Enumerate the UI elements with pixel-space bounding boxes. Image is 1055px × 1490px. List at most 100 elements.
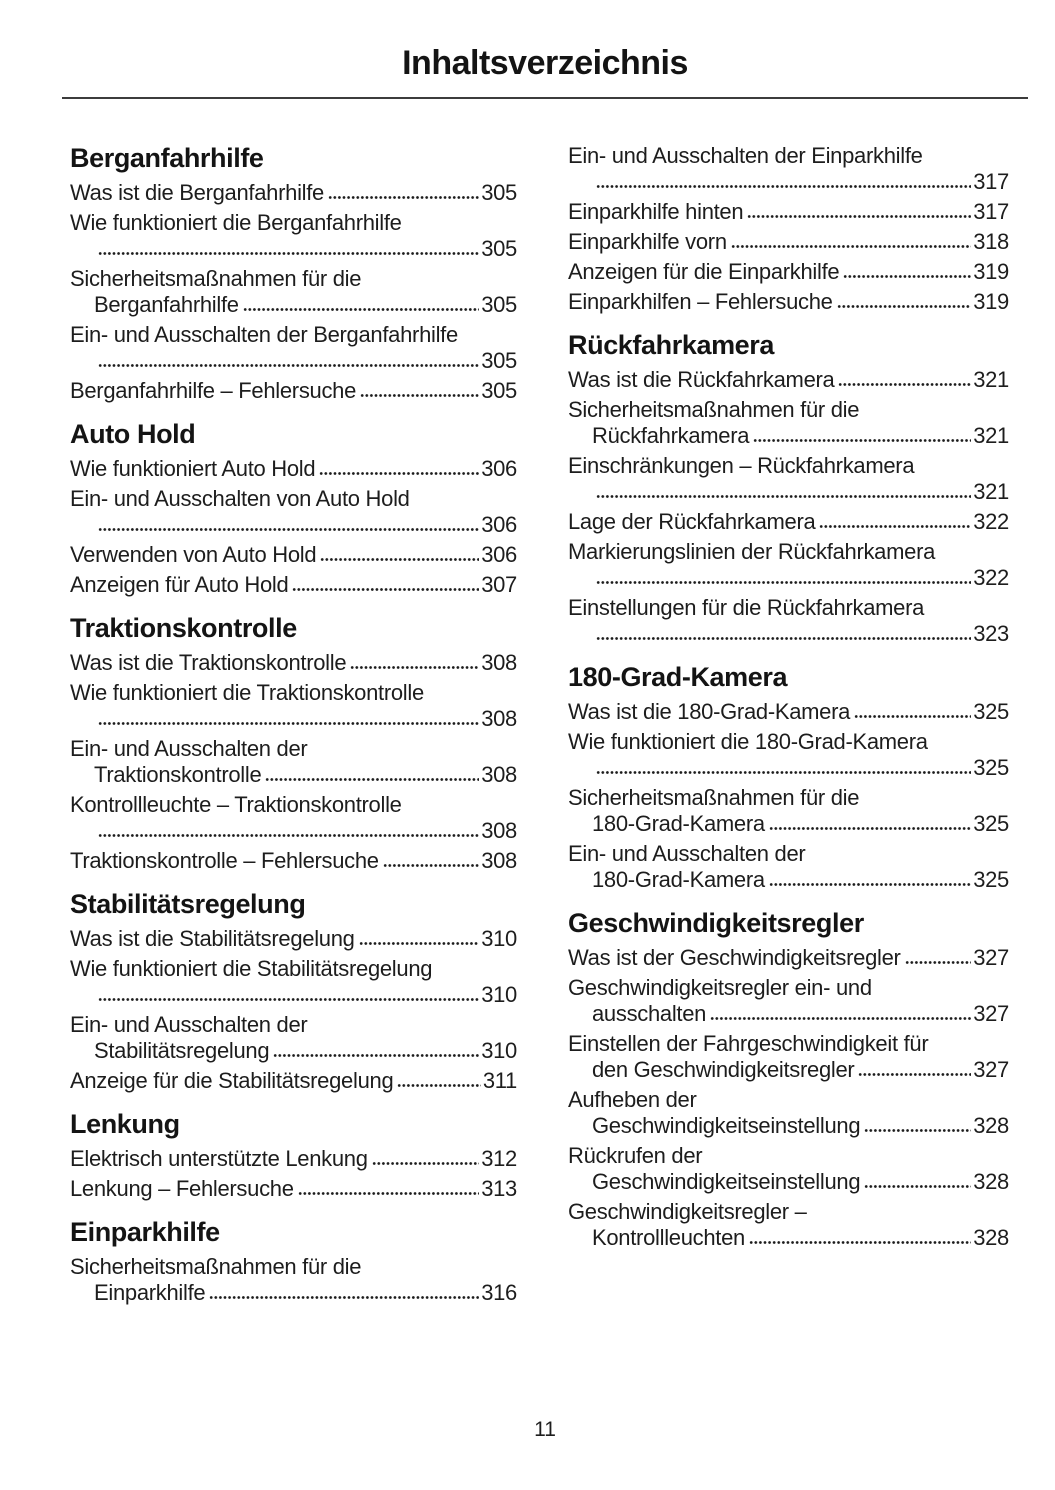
toc-entry: Wie funktioniert die Traktionskontrolle 3…: [70, 680, 517, 732]
page-ref: 322: [973, 565, 1009, 590]
toc-line: Ein- und Ausschalten von Auto Hold: [70, 486, 517, 512]
toc-line: Ein- und Ausschalten der: [568, 841, 1009, 867]
manual-toc-page: Inhaltsverzeichnis Berganfahrhilfe Was is…: [0, 42, 1055, 1441]
toc-section: Berganfahrhilfe Was ist die Berganfahrhil…: [70, 143, 517, 404]
dot-leader: [864, 1128, 972, 1133]
entry-text: Wie funktioniert die 180-Grad-Kamera: [568, 729, 928, 754]
entry-text: Einparkhilfe vorn: [568, 229, 727, 254]
toc-entry: Anzeigen für die Einparkhilfe 319: [568, 259, 1009, 285]
section-heading: Stabilitätsregelung: [70, 889, 306, 919]
entry-text: Berganfahrhilfe – Fehlersuche: [70, 378, 357, 403]
toc-section: Stabilitätsregelung Was ist die Stabilitä…: [70, 889, 517, 1094]
page-ref: 323: [973, 621, 1009, 646]
page-ref: 325: [973, 867, 1009, 892]
toc-entry: Sicherheitsmaßnahmen für die 180-Grad-Kam…: [568, 785, 1009, 837]
toc-line: Sicherheitsmaßnahmen für die: [70, 266, 517, 292]
toc-column-left: Berganfahrhilfe Was ist die Berganfahrhil…: [70, 143, 517, 1310]
entry-text: Einparkhilfe: [94, 1280, 206, 1305]
dot-leader: [854, 714, 972, 719]
entry-text: Wie funktioniert die Berganfahrhilfe: [70, 210, 402, 235]
dot-leader: [360, 393, 480, 398]
toc-section: Traktionskontrolle Was ist die Traktionsk…: [70, 613, 517, 874]
dot-leader: [596, 580, 972, 585]
entry-text: Berganfahrhilfe: [94, 292, 239, 317]
toc-line: Wie funktioniert die 180-Grad-Kamera: [568, 729, 1009, 755]
section-heading: 180-Grad-Kamera: [568, 662, 788, 692]
dot-leader: [596, 770, 972, 775]
toc-section: Einparkhilfe Sicherheitsmaßnahmen für die…: [70, 1217, 517, 1306]
toc-entry: Anzeige für die Stabilitätsregelung 311: [70, 1068, 517, 1094]
page-ref: 328: [973, 1225, 1009, 1250]
page-ref: 308: [481, 650, 517, 675]
toc-line: 308: [70, 818, 517, 844]
section-heading: Lenkung: [70, 1109, 180, 1139]
page-ref: 305: [481, 348, 517, 373]
toc-line: 305: [70, 236, 517, 262]
entry-text: Ein- und Ausschalten der Einparkhilfe: [568, 143, 923, 168]
entry-text: Was ist die Rückfahrkamera: [568, 367, 835, 392]
toc-line: Was ist die Rückfahrkamera 321: [568, 367, 1009, 393]
entry-text: Elektrisch unterstützte Lenkung: [70, 1146, 368, 1171]
toc-entry: Verwenden von Auto Hold 306: [70, 542, 517, 568]
entry-text: 180-Grad-Kamera: [592, 811, 765, 836]
dot-leader: [864, 1184, 972, 1189]
toc-entry: Einparkhilfe hinten 317: [568, 199, 1009, 225]
entry-text: Einstellungen für die Rückfahrkamera: [568, 595, 925, 620]
toc-line: Wie funktioniert Auto Hold 306: [70, 456, 517, 482]
dot-leader: [350, 665, 480, 670]
entry-text: Lenkung – Fehlersuche: [70, 1176, 294, 1201]
dot-leader: [320, 557, 480, 562]
page-ref: 305: [481, 236, 517, 261]
dot-leader: [904, 960, 972, 965]
toc-line: Verwenden von Auto Hold 306: [70, 542, 517, 568]
toc-line: Lenkung – Fehlersuche 313: [70, 1176, 517, 1202]
page-ref: 305: [481, 292, 517, 317]
entry-text: Anzeigen für die Einparkhilfe: [568, 259, 840, 284]
dot-leader: [292, 587, 480, 592]
section-heading: Rückfahrkamera: [568, 330, 775, 360]
toc-section: Lenkung Elektrisch unterstützte Lenkung 31…: [70, 1109, 517, 1202]
dot-leader: [319, 471, 480, 476]
page-ref: 311: [482, 1068, 517, 1093]
page-ref: 321: [973, 423, 1009, 448]
entry-text: ausschalten: [592, 1001, 707, 1026]
toc-line: 323: [568, 621, 1009, 647]
toc-entry: Aufheben der Geschwindigkeitseinstellung 3…: [568, 1087, 1009, 1139]
entry-text: Wie funktioniert die Traktionskontrolle: [70, 680, 424, 705]
toc-line: 317: [568, 169, 1009, 195]
page-number: 11: [534, 1418, 556, 1441]
dot-leader: [838, 382, 972, 387]
page-ref: 317: [973, 169, 1009, 194]
page-ref: 327: [973, 945, 1009, 970]
entry-text: Anzeige für die Stabilitätsregelung: [70, 1068, 394, 1093]
dot-leader: [98, 251, 480, 256]
toc-line: Einparkhilfen – Fehlersuche 319: [568, 289, 1009, 315]
dot-leader: [836, 304, 972, 309]
entry-text: Ein- und Ausschalten der: [70, 736, 308, 761]
toc-entry: Ein- und Ausschalten von Auto Hold 306: [70, 486, 517, 538]
dot-leader: [209, 1295, 480, 1300]
entry-text: Sicherheitsmaßnahmen für die: [70, 1254, 362, 1279]
dot-leader: [382, 863, 480, 868]
toc-section: 180-Grad-Kamera Was ist die 180-Grad-Kame…: [568, 662, 1009, 893]
page-ref: 317: [973, 199, 1009, 224]
toc-line: Berganfahrhilfe 305: [70, 292, 517, 318]
toc-line: 180-Grad-Kamera 325: [568, 867, 1009, 893]
toc-entry: Wie funktioniert die Berganfahrhilfe 305: [70, 210, 517, 262]
toc-entry: Sicherheitsmaßnahmen für die Einparkhilfe…: [70, 1254, 517, 1306]
toc-entry: Was ist die 180-Grad-Kamera 325: [568, 699, 1009, 725]
toc-line: 306: [70, 512, 517, 538]
toc-entry: Ein- und Ausschalten der Stabilitätsregel…: [70, 1012, 517, 1064]
dot-leader: [753, 438, 972, 443]
toc-line: 180-Grad-Kamera 325: [568, 811, 1009, 837]
toc-entry: Einparkhilfe vorn 318: [568, 229, 1009, 255]
entry-text: Sicherheitsmaßnahmen für die: [568, 785, 860, 810]
page-ref: 306: [481, 456, 517, 481]
page-ref: 306: [481, 512, 517, 537]
toc-line: 308: [70, 706, 517, 732]
toc-line: 310: [70, 982, 517, 1008]
entry-text: den Geschwindigkeitsregler: [592, 1057, 855, 1082]
entry-text: Was ist die Stabilitätsregelung: [70, 926, 355, 951]
dot-leader: [748, 1240, 972, 1245]
entry-text: Ein- und Ausschalten von Auto Hold: [70, 486, 410, 511]
